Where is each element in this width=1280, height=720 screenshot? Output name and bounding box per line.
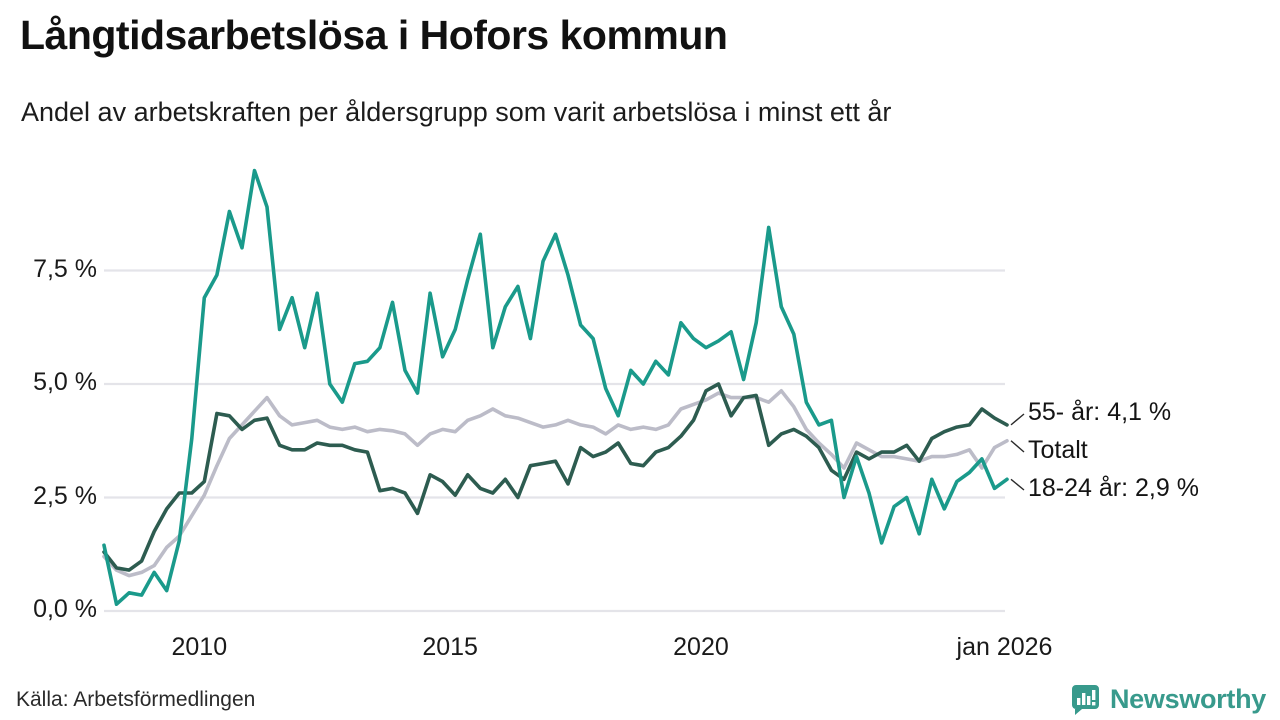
x-axis-tick-label: 2010: [171, 633, 228, 661]
x-axis-tick-label: 2015: [422, 633, 478, 661]
annotation-connector: [1010, 413, 1025, 426]
y-axis-tick-label: 7,5 %: [33, 254, 97, 283]
newsworthy-logo: Newsworthy: [1068, 682, 1266, 716]
x-axis-tick-label: jan 2026: [956, 633, 1053, 661]
newsworthy-wordmark: Newsworthy: [1109, 683, 1266, 714]
y-axis-tick-label: 5,0 %: [33, 368, 97, 396]
series-label-totalt: Totalt: [1028, 436, 1088, 464]
y-axis-tick-label: 2,5 %: [33, 481, 97, 510]
line-55--år: [102, 382, 1009, 572]
annotation-connector: [1010, 440, 1025, 453]
line-totalt: [102, 388, 1009, 578]
annotation-connector: [1010, 478, 1025, 491]
line-18-24-år: [102, 168, 1009, 607]
series-label-18-24-år: 18-24 år: 2,9 %: [1028, 474, 1199, 502]
chart-title: Långtidsarbetslösa i Hofors kommun: [20, 12, 728, 58]
series-label-55--år: 55- år: 4,1 %: [1028, 398, 1172, 426]
source-label: Källa: Arbetsförmedlingen: [16, 688, 256, 711]
bar-chart-speech-bubble-icon: [1071, 685, 1099, 715]
chart-subtitle: Andel av arbetskraften per åldersgrupp s…: [21, 97, 892, 127]
x-axis-tick-label: 2020: [673, 633, 729, 661]
y-axis-tick-label: 0,0 %: [33, 595, 97, 623]
